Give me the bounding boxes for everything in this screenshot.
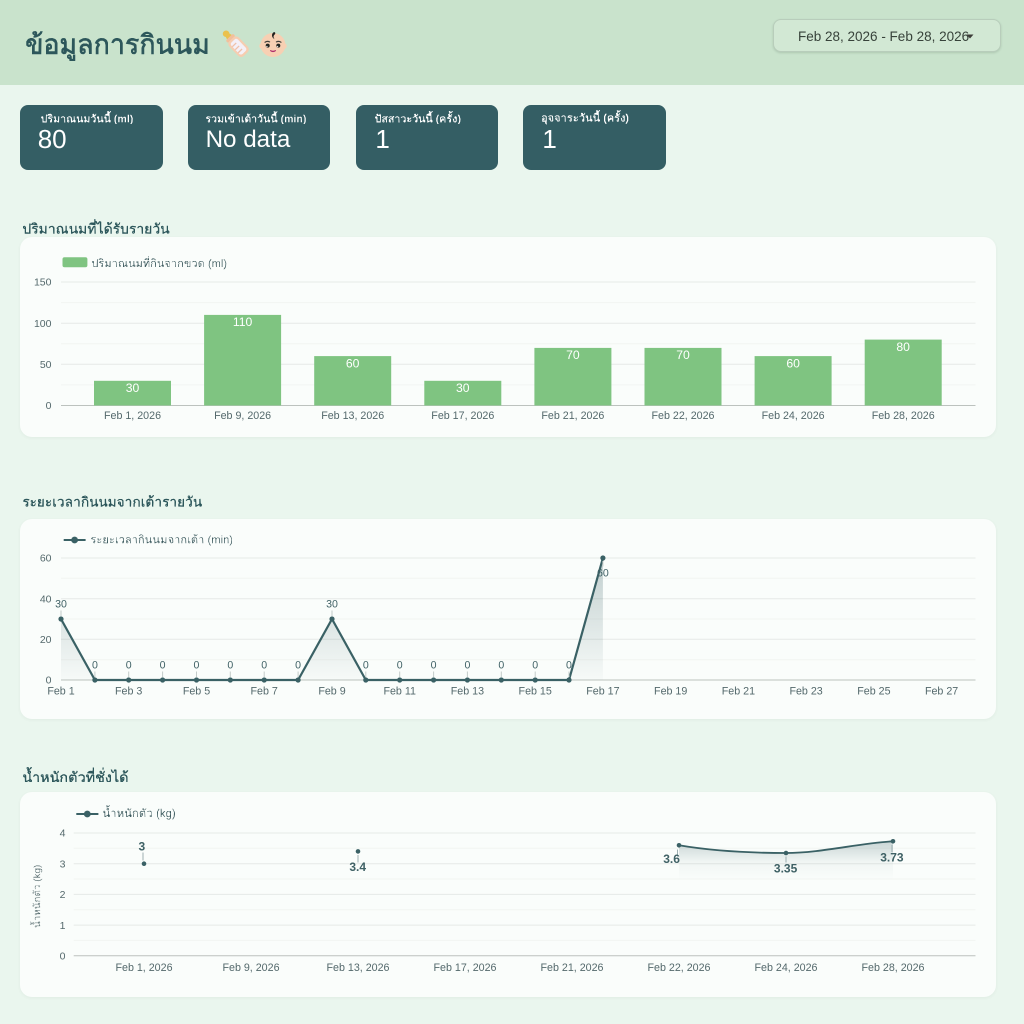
svg-text:150: 150 [34,277,52,289]
svg-text:0: 0 [363,659,369,671]
svg-text:Feb 13, 2026: Feb 13, 2026 [321,410,384,422]
svg-text:0: 0 [194,659,200,671]
svg-text:2: 2 [60,889,66,901]
svg-text:100: 100 [34,318,52,330]
svg-text:Feb 9: Feb 9 [318,685,345,697]
svg-text:Feb 17, 2026: Feb 17, 2026 [431,410,494,422]
svg-text:0: 0 [397,659,403,671]
svg-text:0: 0 [464,659,470,671]
svg-text:3.35: 3.35 [774,862,798,876]
svg-text:Feb 19: Feb 19 [654,685,687,697]
svg-text:0: 0 [46,400,52,412]
svg-text:0: 0 [60,951,66,963]
svg-text:50: 50 [40,359,52,371]
svg-text:4: 4 [60,828,66,840]
svg-text:3: 3 [138,840,145,854]
svg-text:0: 0 [126,659,132,671]
svg-text:60: 60 [40,553,52,565]
svg-text:70: 70 [676,348,690,362]
svg-text:0: 0 [227,659,233,671]
svg-text:Feb 5: Feb 5 [183,685,210,697]
svg-text:0: 0 [566,659,572,671]
svg-text:Feb 7: Feb 7 [251,685,278,697]
svg-text:Feb 13: Feb 13 [451,685,484,697]
svg-text:Feb 17: Feb 17 [586,685,619,697]
svg-text:30: 30 [456,381,470,395]
svg-text:30: 30 [326,598,338,610]
svg-text:Feb 1, 2026: Feb 1, 2026 [104,410,161,422]
svg-text:Feb 22, 2026: Feb 22, 2026 [648,962,711,974]
svg-text:60: 60 [346,356,360,370]
svg-text:Feb 9, 2026: Feb 9, 2026 [222,962,279,974]
svg-text:Feb 17, 2026: Feb 17, 2026 [434,962,497,974]
svg-text:110: 110 [233,315,253,329]
svg-text:Feb 13, 2026: Feb 13, 2026 [327,962,390,974]
svg-text:Feb 3: Feb 3 [115,685,142,697]
svg-text:0: 0 [295,659,301,671]
svg-text:0: 0 [532,659,538,671]
svg-text:60: 60 [786,356,800,370]
svg-text:Feb 15: Feb 15 [519,685,552,697]
svg-text:3.73: 3.73 [880,851,904,865]
svg-text:3.4: 3.4 [349,860,366,874]
svg-text:40: 40 [40,593,52,605]
svg-text:30: 30 [126,381,140,395]
svg-text:20: 20 [40,634,52,646]
svg-text:Feb 1, 2026: Feb 1, 2026 [115,962,172,974]
svg-text:Feb 21, 2026: Feb 21, 2026 [541,962,604,974]
svg-text:Feb 27: Feb 27 [925,685,958,697]
svg-text:Feb 24, 2026: Feb 24, 2026 [762,410,825,422]
svg-text:1: 1 [60,920,66,932]
svg-text:Feb 1: Feb 1 [47,685,74,697]
svg-text:0: 0 [46,675,52,687]
svg-text:Feb 28, 2026: Feb 28, 2026 [872,410,935,422]
svg-text:0: 0 [160,659,166,671]
svg-text:80: 80 [896,340,910,354]
svg-text:Feb 28, 2026: Feb 28, 2026 [862,962,925,974]
svg-text:0: 0 [431,659,437,671]
svg-text:0: 0 [261,659,267,671]
svg-text:3.6: 3.6 [663,852,680,866]
svg-text:Feb 21, 2026: Feb 21, 2026 [541,410,604,422]
svg-text:Feb 25: Feb 25 [857,685,890,697]
svg-text:60: 60 [597,568,609,580]
svg-text:0: 0 [498,659,504,671]
svg-text:0: 0 [92,659,98,671]
svg-text:Feb 21: Feb 21 [722,685,755,697]
svg-text:Feb 22, 2026: Feb 22, 2026 [652,410,715,422]
svg-text:30: 30 [55,598,67,610]
svg-text:70: 70 [566,348,580,362]
svg-text:Feb 11: Feb 11 [383,685,416,697]
svg-text:3: 3 [60,858,66,870]
svg-text:Feb 9, 2026: Feb 9, 2026 [214,410,271,422]
svg-text:Feb 23: Feb 23 [789,685,822,697]
svg-text:Feb 24, 2026: Feb 24, 2026 [755,962,818,974]
